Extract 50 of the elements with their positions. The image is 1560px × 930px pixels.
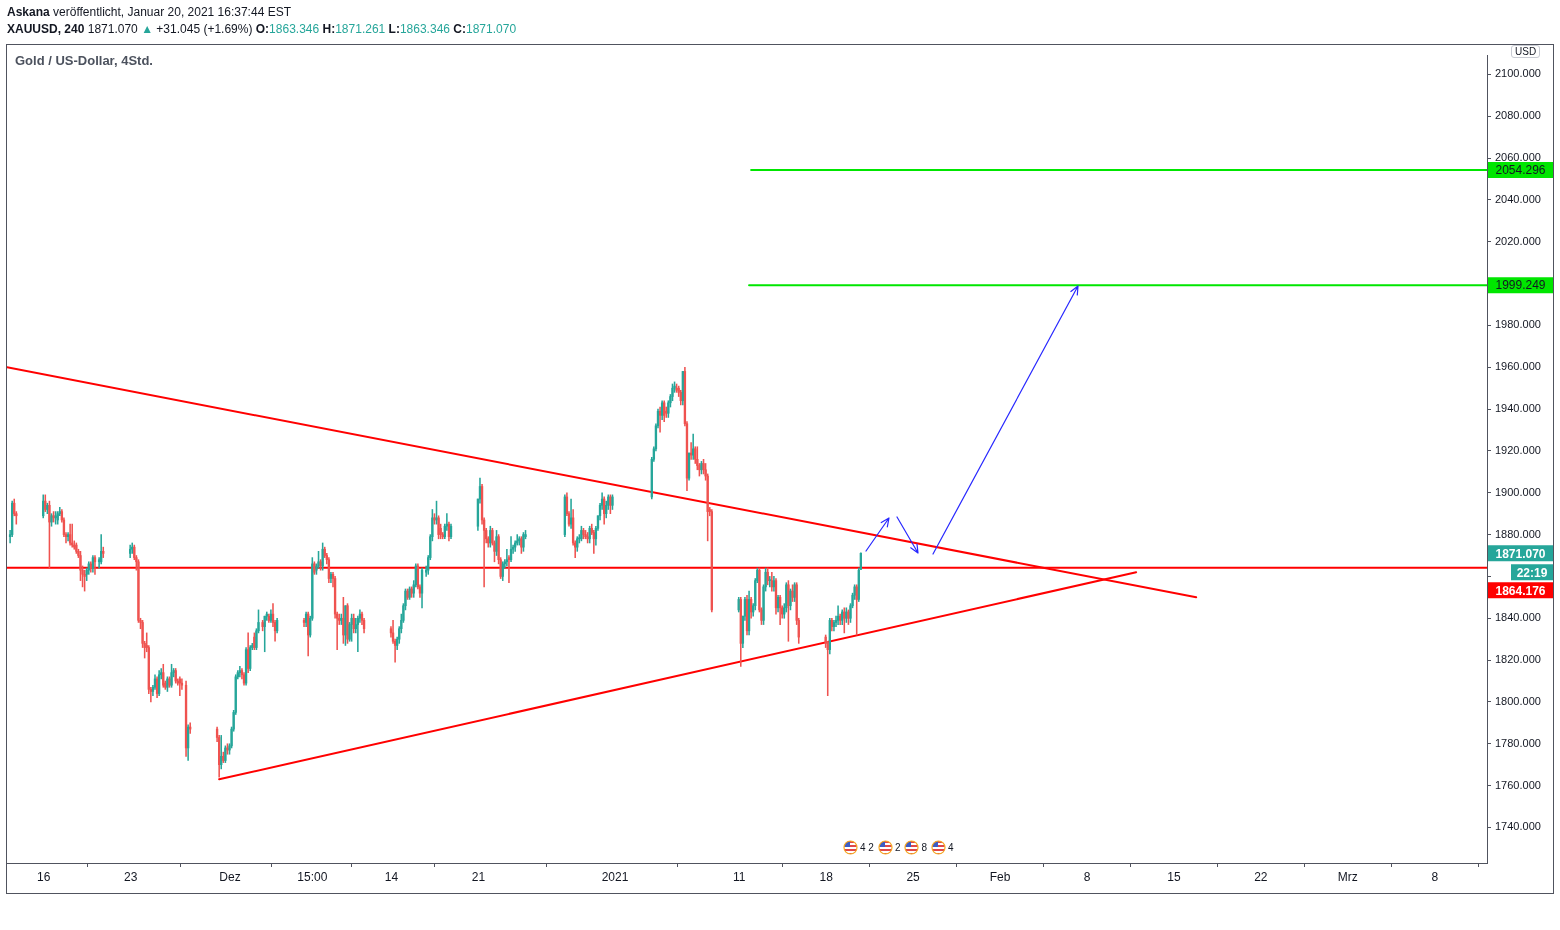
y-tick-label: 2060.000	[1495, 151, 1541, 164]
chart-title: Gold / US-Dollar, 4Std.	[15, 53, 153, 68]
text: 1871.070	[1495, 546, 1546, 561]
y-tick-label: 1900.000	[1495, 485, 1541, 498]
y-tick-label: 1820.000	[1495, 653, 1541, 666]
text: ▲ +31.045 (+1.69%)	[141, 22, 253, 36]
y-tick-label: 1980.000	[1495, 318, 1541, 331]
x-tick-label: 25	[906, 869, 921, 884]
data-label: 2054.296	[1495, 163, 1546, 178]
chart-subtitle: Askana veröffentlicht, Januar 20, 2021 16:37:44 EST	[6, 4, 292, 21]
x-tick-label: 15	[1167, 869, 1181, 884]
ref-line-label: 1864.176	[1495, 583, 1546, 598]
x-tick-label: 15:00	[297, 869, 328, 884]
data-label: 1999.249	[1495, 278, 1546, 293]
y-tick-label: 1740.000	[1495, 820, 1541, 833]
y-axis-title: USD	[1511, 45, 1541, 58]
x-tick-label: Dez	[219, 869, 241, 884]
y-tick-label: 1840.000	[1495, 611, 1541, 624]
x-tick-label: 11	[733, 869, 746, 884]
annotation: 4 2	[860, 841, 874, 854]
annotation: 2	[894, 841, 901, 854]
y-tick-label: 1920.000	[1495, 443, 1541, 456]
text: O:1863.346 H:1871.261 L:1863.346 C:1871.070	[255, 22, 517, 36]
x-tick-label: Mrz	[1337, 869, 1358, 884]
x-tick-label: 8	[1431, 869, 1439, 884]
text: 1871.070	[87, 22, 138, 36]
y-tick-label: 1800.000	[1495, 694, 1541, 707]
y-tick-label: 1780.000	[1495, 736, 1541, 749]
x-tick-label: 2021	[601, 869, 629, 884]
y-tick-label: 1760.000	[1495, 778, 1541, 791]
text: XAUUSD, 240	[7, 22, 85, 36]
x-tick-label: 21	[471, 869, 486, 884]
y-tick-label: 2080.000	[1495, 109, 1541, 122]
y-tick-label: 2100.000	[1495, 67, 1541, 80]
x-tick-label: Feb	[989, 869, 1011, 884]
x-tick-label: 8	[1083, 869, 1091, 884]
y-tick-label: 2040.000	[1495, 192, 1541, 205]
x-tick-label: 18	[819, 869, 834, 884]
annotation: 8	[921, 841, 928, 854]
text: 22:19	[1516, 565, 1548, 580]
y-tick-label: 1960.000	[1495, 360, 1541, 373]
x-tick-label: 16	[37, 869, 51, 884]
y-tick-label: 1940.000	[1495, 402, 1541, 415]
x-tick-label: 23	[124, 869, 138, 884]
y-tick-label: 2020.000	[1495, 234, 1541, 247]
y-tick-label: 1880.000	[1495, 527, 1541, 540]
x-tick-label: 22	[1254, 869, 1268, 884]
x-tick-label: 14	[384, 869, 399, 884]
candlestick	[261, 620, 264, 632]
annotation: 4	[948, 841, 954, 854]
